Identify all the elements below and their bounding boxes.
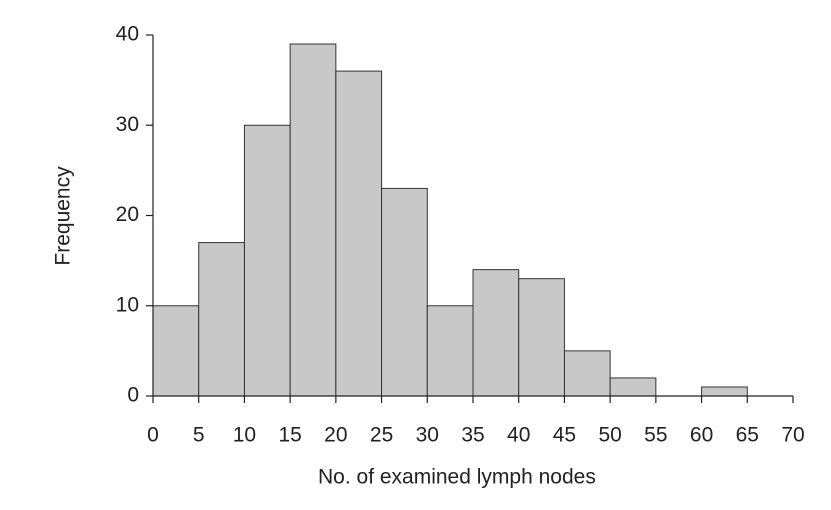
bar <box>198 242 245 397</box>
x-tick-label: 30 <box>416 424 439 447</box>
x-tick-label: 55 <box>644 424 667 447</box>
x-tick-label: 25 <box>370 424 393 447</box>
bar <box>701 386 748 397</box>
bar <box>472 269 520 397</box>
y-tick-label: 30 <box>116 113 139 136</box>
x-tick-label: 10 <box>233 424 256 447</box>
bar <box>335 70 383 397</box>
bar <box>381 187 428 397</box>
x-tick-label: 45 <box>553 424 576 447</box>
bar <box>426 305 474 397</box>
bar <box>152 305 200 397</box>
x-tick-label: 65 <box>736 424 759 447</box>
y-tick-label: 20 <box>116 203 139 226</box>
x-tick-label: 35 <box>461 424 484 447</box>
x-tick-label: 15 <box>278 424 301 447</box>
x-tick-label: 40 <box>507 424 530 447</box>
bar <box>243 124 291 397</box>
x-tick-label: 20 <box>324 424 347 447</box>
y-tick-label: 10 <box>116 293 139 316</box>
x-tick-label: 0 <box>147 424 159 447</box>
x-tick-label: 50 <box>598 424 621 447</box>
x-tick-label: 70 <box>781 424 804 447</box>
x-tick-label: 60 <box>690 424 713 447</box>
bar <box>563 350 611 397</box>
bar <box>289 43 337 397</box>
bar <box>518 278 565 397</box>
y-tick-label: 40 <box>116 23 139 46</box>
x-tick-label: 5 <box>193 424 205 447</box>
x-axis-label: No. of examined lymph nodes <box>318 466 596 489</box>
y-axis-label: Frequency <box>52 166 75 266</box>
bar <box>609 377 657 397</box>
y-tick-label: 0 <box>127 384 139 407</box>
